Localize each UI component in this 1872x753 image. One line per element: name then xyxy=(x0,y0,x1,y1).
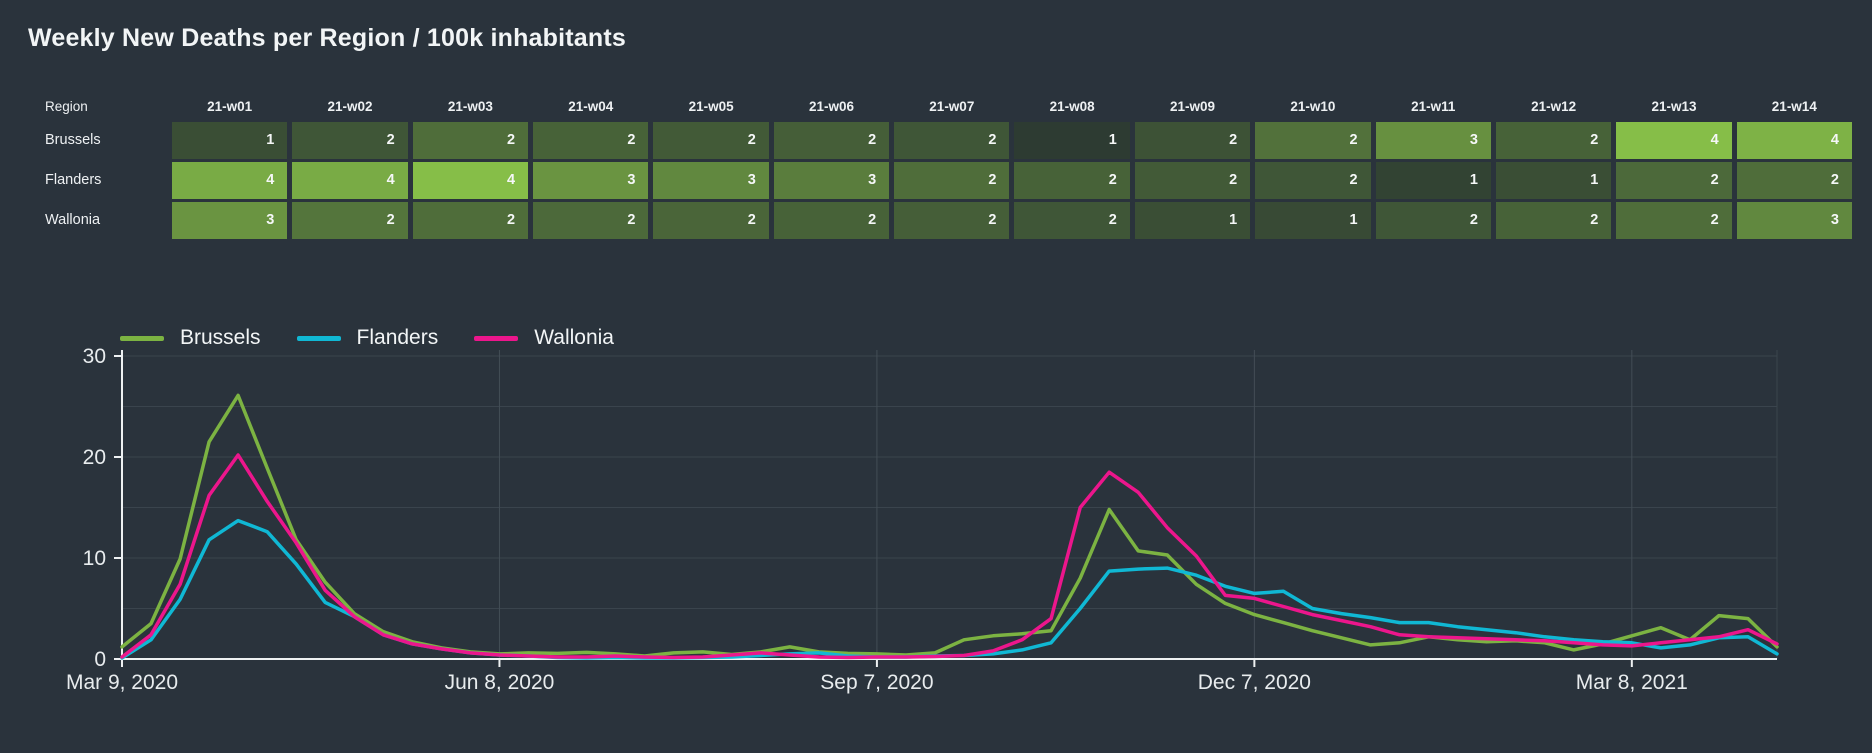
y-tick-label: 30 xyxy=(83,345,106,368)
heatmap-cell: 2 xyxy=(1255,122,1371,159)
week-header: 21-w04 xyxy=(568,99,614,114)
week-header: 21-w06 xyxy=(808,99,854,114)
heatmap-cell: 1 xyxy=(1134,202,1251,239)
week-header: 21-w12 xyxy=(1531,99,1577,114)
heatmap-cell: 2 xyxy=(1134,122,1251,159)
heatmap-cell: 2 xyxy=(412,122,529,159)
week-header: 21-w11 xyxy=(1411,99,1456,114)
heatmap-cell: 3 xyxy=(172,202,288,239)
heatmap-cell: 1 xyxy=(1495,162,1612,199)
heatmap-cell: 4 xyxy=(1736,122,1852,159)
heatmap-cell: 2 xyxy=(653,202,769,239)
heatmap-cell: 2 xyxy=(1014,162,1130,199)
x-tick-label: Sep 7, 2020 xyxy=(820,671,933,694)
legend-swatch-wallonia-icon xyxy=(474,335,519,341)
heatmap-cell: 2 xyxy=(894,202,1010,239)
heatmap-cell: 3 xyxy=(1736,202,1852,239)
heatmap-cell: 2 xyxy=(653,122,769,159)
heatmap-cell: 1 xyxy=(1014,122,1130,159)
region-row-label: Brussels xyxy=(45,132,101,148)
heatmap-cell: 2 xyxy=(1014,202,1130,239)
heatmap-cell: 3 xyxy=(533,162,649,199)
heatmap-cell: 1 xyxy=(172,122,288,159)
heatmap-cell: 2 xyxy=(1736,162,1852,199)
week-header: 21-w05 xyxy=(688,99,734,114)
series-line-wallonia xyxy=(120,453,1779,660)
legend-label-flanders: Flanders xyxy=(356,326,439,349)
legend-swatch-brussels-icon xyxy=(120,335,164,341)
x-tick-label: Dec 7, 2020 xyxy=(1198,671,1311,694)
x-tick-label: Mar 8, 2021 xyxy=(1576,671,1688,694)
region-row-label: Wallonia xyxy=(45,212,101,228)
week-header: 21-w02 xyxy=(327,99,373,114)
heatmap-cell: 2 xyxy=(894,122,1010,159)
page-title: Weekly New Deaths per Region / 100k inha… xyxy=(28,24,627,52)
week-header: 21-w14 xyxy=(1771,99,1817,114)
heatmap-cell: 1 xyxy=(1375,162,1491,199)
heatmap-cell: 2 xyxy=(773,202,890,239)
heatmap-cell: 2 xyxy=(1375,202,1491,239)
legend-label-brussels: Brussels xyxy=(180,326,261,349)
heatmap-cell: 4 xyxy=(292,162,408,199)
heatmap-cell: 2 xyxy=(292,202,408,239)
legend-swatch-flanders-icon xyxy=(296,335,341,341)
heatmap-cell: 2 xyxy=(1616,202,1732,239)
heatmap-cell: 2 xyxy=(412,202,529,239)
y-tick-label: 0 xyxy=(94,648,106,671)
heatmap-cell: 2 xyxy=(1495,202,1612,239)
heatmap-cell: 2 xyxy=(1255,162,1371,199)
series-line-flanders xyxy=(120,518,1779,660)
week-header: 21-w10 xyxy=(1290,99,1336,114)
heatmap-cell: 3 xyxy=(773,162,890,199)
chart-legend: Brussels Flanders Wallonia xyxy=(120,326,614,350)
week-header: 21-w03 xyxy=(447,99,493,114)
legend-label-wallonia: Wallonia xyxy=(534,326,614,349)
region-column-header: Region xyxy=(45,99,88,114)
heatmap-cell: 2 xyxy=(533,122,649,159)
legend-item-brussels[interactable]: Brussels xyxy=(120,326,261,350)
heatmap-cell: 2 xyxy=(533,202,649,239)
x-tick-label: Jun 8, 2020 xyxy=(445,671,555,694)
line-chart: Mar 9, 2020 Jun 8, 2020 Sep 7, 2020 Dec 7, … xyxy=(66,345,1779,694)
x-tick-label: Mar 9, 2020 xyxy=(66,671,178,694)
heatmap-cell: 4 xyxy=(412,162,529,199)
heatmap-cell: 4 xyxy=(172,162,288,199)
legend-item-flanders[interactable]: Flanders xyxy=(296,326,439,350)
series-line-brussels xyxy=(120,393,1779,658)
heatmap-cell: 3 xyxy=(653,162,769,199)
legend-item-wallonia[interactable]: Wallonia xyxy=(474,326,614,350)
heatmap-cell: 4 xyxy=(1616,122,1732,159)
heatmap-cell: 2 xyxy=(1616,162,1732,199)
heatmap-cell: 3 xyxy=(1375,122,1491,159)
heatmap-cell: 2 xyxy=(292,122,408,159)
heatmap-table: Region 21-w01 21-w02 21-w03 21-w04 21-w05 21-… xyxy=(45,95,1852,239)
heatmap-cell: 2 xyxy=(894,162,1010,199)
week-header: 21-w01 xyxy=(207,99,253,114)
y-tick-label: 20 xyxy=(83,446,106,469)
heatmap-cell: 2 xyxy=(773,122,890,159)
heatmap-cell: 1 xyxy=(1255,202,1371,239)
heatmap-cell: 2 xyxy=(1495,122,1612,159)
week-header: 21-w09 xyxy=(1170,99,1216,114)
week-header: 21-w08 xyxy=(1049,99,1095,114)
y-tick-label: 10 xyxy=(83,547,106,570)
heatmap-cell: 2 xyxy=(1134,162,1251,199)
week-header: 21-w07 xyxy=(929,99,975,114)
week-header: 21-w13 xyxy=(1651,99,1697,114)
region-row-label: Flanders xyxy=(45,172,102,188)
